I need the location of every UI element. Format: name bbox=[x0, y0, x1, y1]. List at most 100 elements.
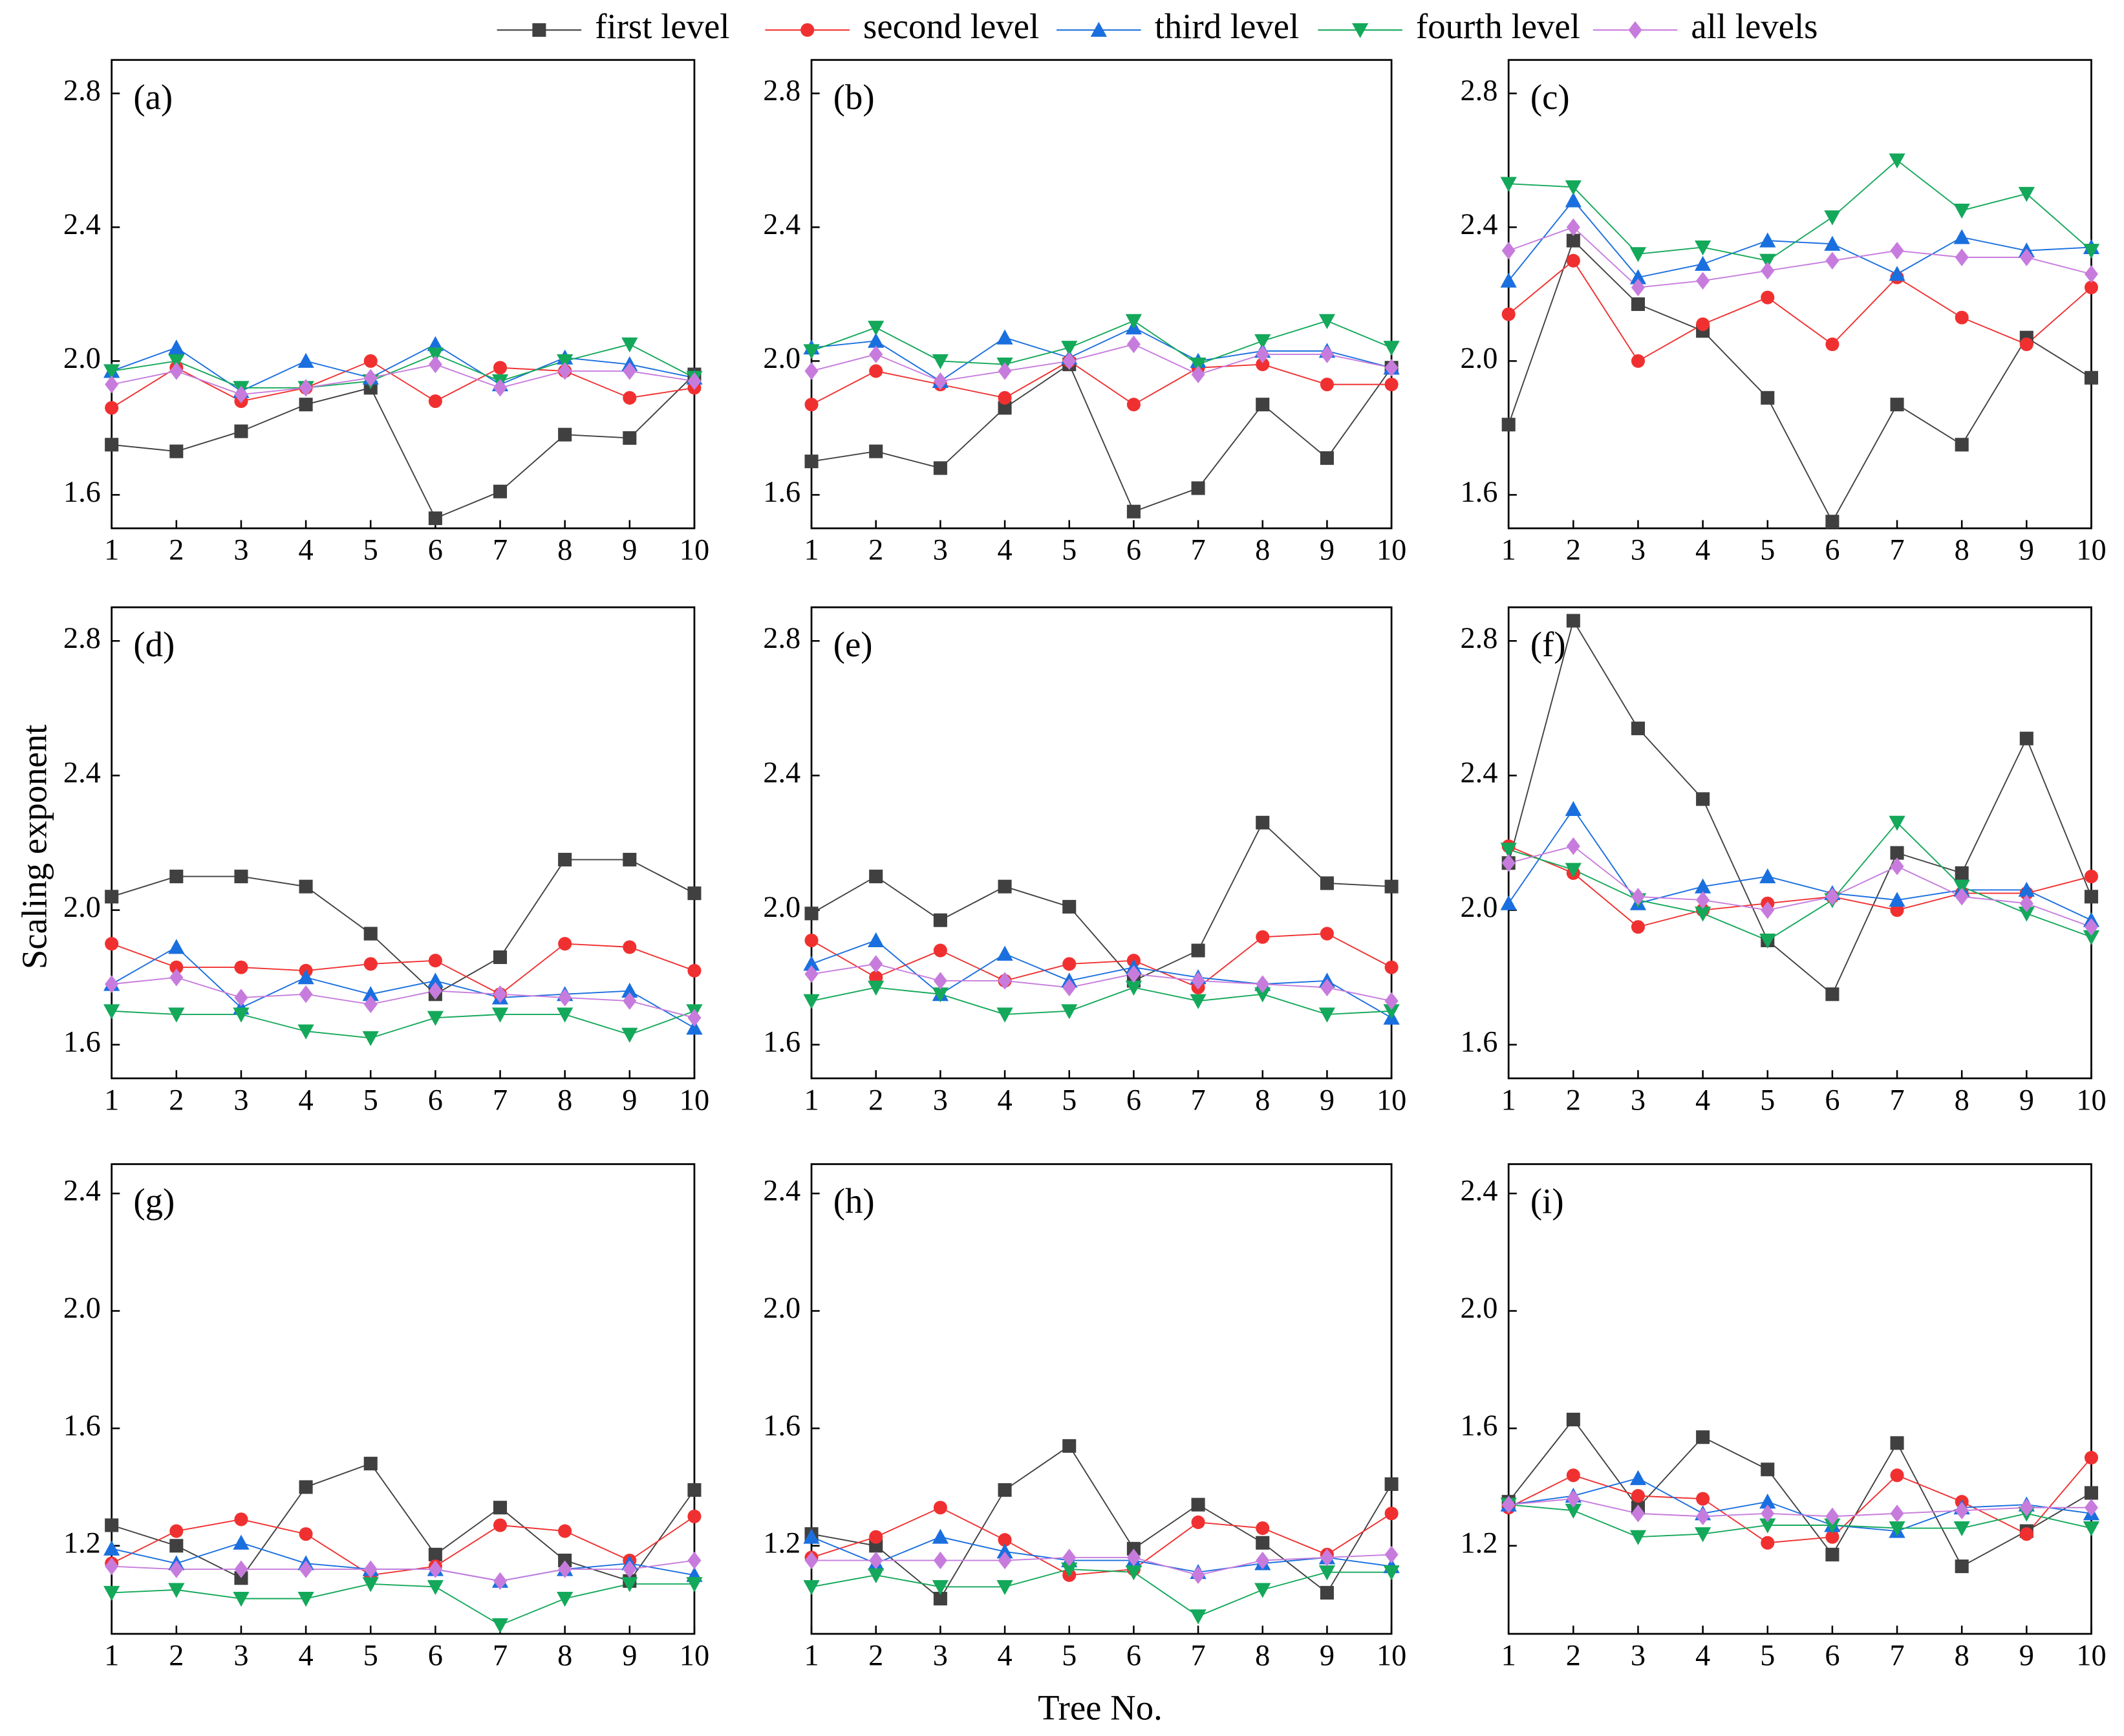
x-tick-label: 9 bbox=[622, 534, 637, 567]
data-point bbox=[1759, 933, 1776, 949]
data-point bbox=[2084, 917, 2098, 936]
data-point bbox=[557, 1591, 574, 1607]
series-line bbox=[1508, 1498, 2092, 1517]
data-point bbox=[2084, 1499, 2098, 1517]
data-point bbox=[1759, 1494, 1776, 1509]
data-point bbox=[933, 372, 947, 391]
data-point bbox=[1825, 515, 1840, 529]
series-line bbox=[111, 363, 695, 396]
data-point bbox=[1761, 290, 1775, 305]
x-tick-label: 6 bbox=[1126, 1084, 1141, 1117]
x-tick-label: 7 bbox=[493, 534, 508, 567]
data-point bbox=[1384, 359, 1399, 377]
data-point bbox=[1696, 1507, 1710, 1526]
data-point bbox=[1565, 180, 1582, 195]
series-line bbox=[811, 933, 1392, 989]
data-point bbox=[1062, 1548, 1077, 1567]
x-tick-label: 3 bbox=[233, 1640, 248, 1673]
data-point bbox=[169, 960, 184, 974]
data-point bbox=[998, 1533, 1012, 1547]
plot-frame bbox=[810, 59, 1393, 530]
data-point bbox=[493, 361, 508, 375]
data-point bbox=[558, 362, 572, 380]
data-point bbox=[1501, 418, 1516, 432]
data-point bbox=[169, 870, 184, 884]
data-point bbox=[169, 969, 184, 987]
data-point bbox=[1500, 895, 1517, 910]
data-point bbox=[1190, 358, 1207, 373]
data-point bbox=[1955, 888, 1969, 906]
series-line bbox=[111, 1010, 695, 1039]
data-point bbox=[169, 1560, 184, 1578]
x-tick-label: 9 bbox=[2019, 1640, 2034, 1673]
data-point bbox=[2019, 248, 2033, 266]
data-point bbox=[1320, 345, 1334, 363]
data-point bbox=[1062, 352, 1077, 370]
data-point bbox=[803, 344, 820, 359]
x-tick-label: 1 bbox=[1501, 1640, 1516, 1673]
data-point bbox=[933, 461, 947, 475]
data-point bbox=[932, 354, 949, 370]
series-line bbox=[811, 1536, 1392, 1573]
data-point bbox=[1383, 1565, 1400, 1581]
data-point bbox=[1254, 334, 1271, 349]
y-tick-label: 2.0 bbox=[63, 342, 101, 375]
x-tick-label: 5 bbox=[1760, 1640, 1775, 1673]
data-point bbox=[427, 336, 444, 352]
data-point bbox=[233, 1534, 250, 1550]
x-tick-label: 5 bbox=[1760, 534, 1775, 567]
data-point bbox=[1890, 1505, 1904, 1523]
data-point bbox=[1824, 1518, 1841, 1534]
data-point bbox=[868, 980, 885, 996]
data-point bbox=[1566, 1490, 1580, 1508]
x-tick-label: 10 bbox=[2076, 534, 2106, 567]
data-point bbox=[1320, 1548, 1334, 1567]
data-point bbox=[623, 940, 637, 954]
data-point bbox=[932, 1528, 949, 1544]
data-point bbox=[1696, 272, 1710, 290]
data-point bbox=[1631, 297, 1646, 311]
series-line bbox=[1508, 159, 2092, 262]
series-line bbox=[1508, 808, 2092, 921]
data-point bbox=[621, 338, 638, 353]
data-point bbox=[169, 1539, 184, 1553]
data-point bbox=[362, 986, 379, 1002]
x-tick-label: 6 bbox=[428, 534, 443, 567]
data-point bbox=[493, 484, 508, 498]
x-tick-label: 5 bbox=[1760, 1084, 1775, 1117]
plot-frame bbox=[111, 1163, 696, 1635]
data-point bbox=[1565, 863, 1582, 878]
series-line bbox=[811, 320, 1392, 365]
data-point bbox=[428, 1560, 442, 1578]
data-point bbox=[869, 1551, 883, 1570]
data-point bbox=[868, 332, 885, 348]
series-line bbox=[111, 859, 695, 995]
y-tick-label: 2.8 bbox=[763, 74, 800, 107]
y-tick-label: 2.0 bbox=[1460, 891, 1497, 924]
data-point bbox=[1256, 815, 1270, 830]
data-point bbox=[1256, 975, 1270, 993]
data-point bbox=[299, 1480, 313, 1494]
data-point bbox=[1320, 978, 1334, 997]
data-point bbox=[297, 969, 314, 985]
x-tick-label: 3 bbox=[1631, 1084, 1646, 1117]
data-point bbox=[234, 385, 248, 403]
data-point bbox=[558, 1560, 572, 1578]
data-point bbox=[998, 1551, 1012, 1570]
data-point bbox=[1320, 927, 1334, 941]
x-tick-label: 4 bbox=[299, 1640, 314, 1673]
data-point bbox=[996, 329, 1013, 345]
series-line bbox=[811, 360, 1392, 405]
data-point bbox=[234, 424, 248, 438]
series-line bbox=[811, 987, 1392, 1015]
x-tick-label: 6 bbox=[1825, 534, 1840, 567]
data-point bbox=[869, 955, 883, 973]
x-tick-label: 10 bbox=[1377, 534, 1406, 567]
data-point bbox=[998, 1483, 1012, 1497]
data-point bbox=[2019, 1527, 2033, 1541]
y-tick-label: 2.4 bbox=[1460, 1175, 1497, 1208]
panel-title: (d) bbox=[133, 625, 175, 664]
data-point bbox=[1953, 229, 1970, 244]
y-tick-label: 1.6 bbox=[763, 1409, 800, 1442]
panel-title: (c) bbox=[1530, 77, 1570, 116]
